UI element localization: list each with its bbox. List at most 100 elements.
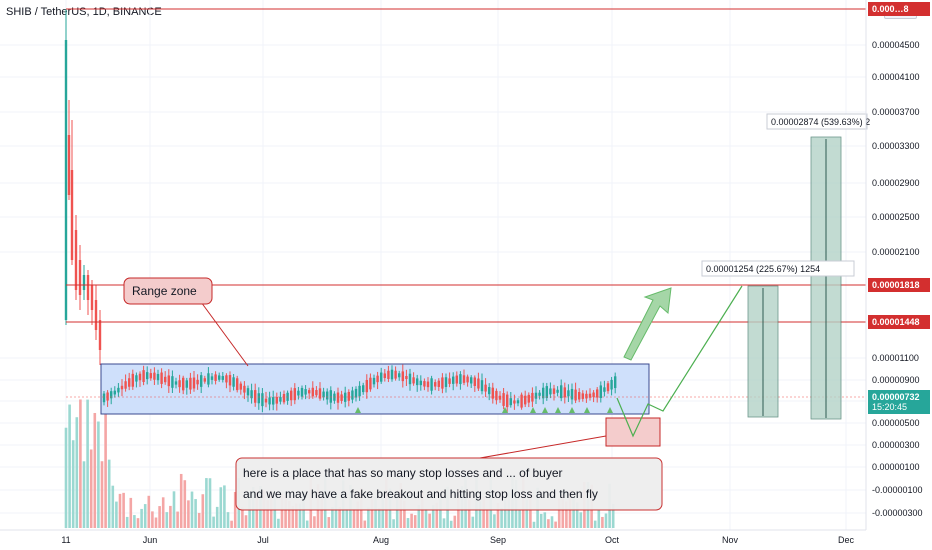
volume-bar xyxy=(597,510,601,528)
candle-body xyxy=(102,393,106,403)
volume-bar xyxy=(313,516,316,528)
volume-bar xyxy=(532,521,536,528)
signal-marker xyxy=(355,407,361,413)
candle-body xyxy=(459,374,462,385)
signal-marker xyxy=(502,407,508,413)
candle-body xyxy=(570,388,574,400)
target-1-label: 0.00001254 (225.67%) 1254 xyxy=(706,264,820,274)
volume-bar xyxy=(478,501,482,528)
volume-bar xyxy=(575,502,579,528)
volume-bar xyxy=(561,493,565,528)
candle-body xyxy=(64,40,68,320)
candle-body xyxy=(264,398,268,403)
candle-body xyxy=(534,392,538,399)
candle-body xyxy=(214,374,217,381)
volume-bar xyxy=(230,520,233,528)
signal-marker xyxy=(607,407,613,413)
candle-body xyxy=(124,381,127,389)
volume-bar xyxy=(125,516,129,528)
candle-body xyxy=(610,379,613,390)
y-tick-label: 0.00000300 xyxy=(872,440,920,450)
volume-bar xyxy=(579,512,583,528)
y-tick-label: 0.00004500 xyxy=(872,40,920,50)
candle-body xyxy=(174,381,178,385)
candle-body xyxy=(491,387,494,399)
volume-bar xyxy=(71,440,75,528)
candle-body xyxy=(74,230,78,290)
volume-bar xyxy=(122,492,125,528)
candle-body xyxy=(556,389,559,393)
candle-body xyxy=(120,385,124,390)
volume-bar xyxy=(442,518,446,528)
candle-body xyxy=(239,383,242,390)
candle-body xyxy=(106,392,109,401)
volume-bar xyxy=(223,485,226,528)
candle-body xyxy=(82,275,86,290)
volume-bar xyxy=(233,491,237,528)
volume-bar xyxy=(352,509,356,528)
candle-body xyxy=(372,377,376,385)
candle-body xyxy=(441,377,444,389)
candle-body xyxy=(315,390,318,396)
level-price-tag xyxy=(868,278,930,292)
candle-body xyxy=(275,396,278,404)
y-tick-label: 0.00000500 xyxy=(872,418,920,428)
candle-body xyxy=(394,370,397,379)
candle-body xyxy=(135,375,138,382)
candle-body xyxy=(387,370,390,379)
stop-loss-note-line2: and we may have a fake breakout and hitt… xyxy=(243,487,598,501)
candle-body xyxy=(272,397,275,405)
volume-bar xyxy=(136,518,140,528)
y-tick-label: 0.00002500 xyxy=(872,212,920,222)
candle-body xyxy=(329,390,332,403)
candle-body xyxy=(563,387,566,398)
volume-bar xyxy=(356,501,359,528)
volume-bar xyxy=(298,503,302,528)
candle-body xyxy=(336,392,340,403)
volume-bar xyxy=(377,508,381,528)
candle-body xyxy=(592,392,595,398)
candle-body xyxy=(218,375,221,380)
volume-bar xyxy=(550,516,554,528)
target-2-label: 0.00002874 (539.63%) 2 xyxy=(771,117,870,127)
candle-body xyxy=(282,394,286,403)
candle-body xyxy=(470,377,473,384)
candle-body xyxy=(574,389,577,401)
volume-bar xyxy=(305,520,309,528)
candle-body xyxy=(542,387,545,399)
candle-body xyxy=(297,390,300,396)
candle-body xyxy=(506,394,509,408)
candle-body xyxy=(390,369,394,380)
volume-bar xyxy=(107,459,111,528)
x-tick-label: Aug xyxy=(373,535,389,545)
candle-body xyxy=(311,387,314,397)
volume-bar xyxy=(118,493,122,528)
signal-marker xyxy=(530,407,536,413)
candle-body xyxy=(178,380,181,388)
candle-body xyxy=(567,390,570,397)
volume-bar xyxy=(604,513,608,528)
candle-body xyxy=(462,375,466,383)
volume-bar xyxy=(557,498,561,528)
candle-body xyxy=(232,377,235,387)
candle-body xyxy=(376,375,379,383)
candle-body xyxy=(362,385,365,393)
volume-bar xyxy=(367,507,370,528)
candle-body xyxy=(419,380,422,386)
volume-bar xyxy=(572,496,575,528)
x-axis-ticks: 11 Jun Jul Aug Sep Oct Nov Dec xyxy=(0,529,866,545)
candle-body xyxy=(477,378,480,389)
candle-body xyxy=(340,394,343,401)
candle-body xyxy=(196,379,199,385)
volume-bar xyxy=(410,513,413,528)
candle-body xyxy=(484,384,487,392)
volume-bar xyxy=(104,412,107,528)
candle-body xyxy=(401,371,404,382)
x-tick-label: Dec xyxy=(838,535,855,545)
x-tick-label: 11 xyxy=(61,535,70,545)
candle-body xyxy=(293,388,296,401)
last-price-value: 0.00000732 xyxy=(872,392,920,402)
volume-bar xyxy=(565,501,568,528)
candle-body xyxy=(383,373,386,379)
